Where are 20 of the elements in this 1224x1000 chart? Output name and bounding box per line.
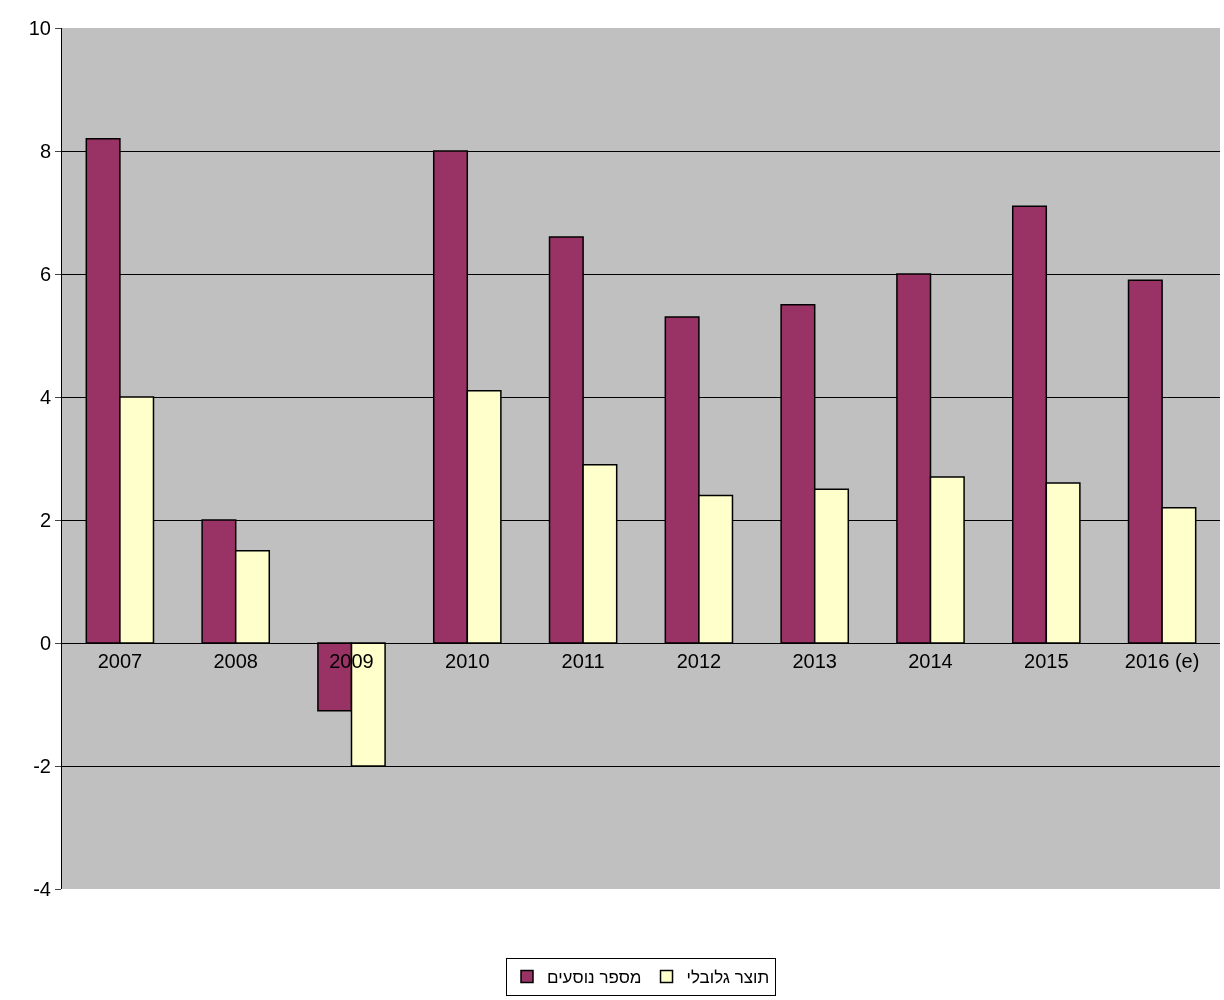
x-tick-label: 2011 xyxy=(561,650,605,672)
x-tick-label: 2007 xyxy=(97,650,143,672)
y-tick-label: 2 xyxy=(39,509,51,531)
y-tick-label: 10 xyxy=(28,17,51,39)
x-tick-label: 2013 xyxy=(792,650,837,672)
y-tick-label: 0 xyxy=(39,632,51,654)
x-tick-label: 2008 xyxy=(213,650,258,672)
y-tick-label: 6 xyxy=(39,263,51,285)
y-tick-label: -2 xyxy=(33,755,51,777)
x-tick-label: 2010 xyxy=(445,650,490,672)
legend-label: מספר נוסעים xyxy=(547,968,642,988)
x-tick-label: 2012 xyxy=(676,650,722,672)
y-tick-label: -4 xyxy=(33,878,51,900)
x-tick-label: 2009 xyxy=(329,650,374,672)
x-tick-label: 2014 xyxy=(908,650,953,672)
y-tick-label: 4 xyxy=(39,386,51,408)
x-tick-label: 2015 xyxy=(1024,650,1069,672)
legend-label: תוצר גלובלי xyxy=(686,968,770,988)
x-tick-label: 2016 (e) xyxy=(1124,650,1200,672)
y-tick-label: 8 xyxy=(39,140,51,162)
